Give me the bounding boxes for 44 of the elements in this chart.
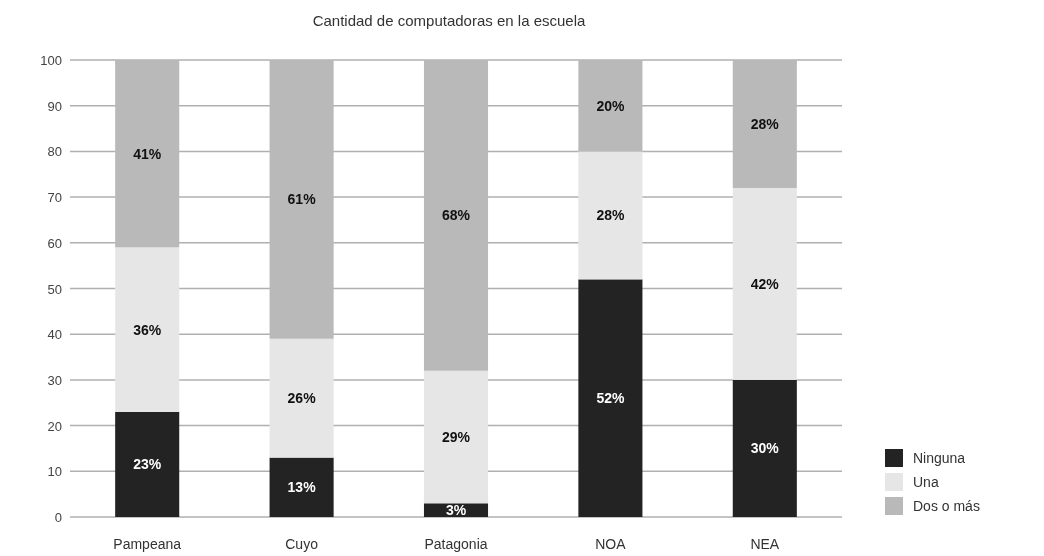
y-tick-label: 100: [40, 52, 62, 68]
legend-label: Ninguna: [913, 450, 966, 466]
data-label: 28%: [596, 207, 625, 224]
bar: [578, 151, 643, 280]
data-label: 13%: [287, 479, 317, 496]
chart-title: Cantidad de computadoras en la escuela: [312, 12, 586, 29]
data-label: 52%: [596, 390, 625, 407]
x-tick-label: Pampeana: [113, 536, 182, 552]
y-tick-label: 80: [47, 143, 62, 159]
x-tick-label: Patagonia: [424, 536, 488, 552]
bar: [269, 457, 334, 517]
y-tick-label: 20: [47, 418, 62, 434]
bar: [423, 370, 489, 504]
bar: [115, 247, 180, 412]
x-tick-label: Cuyo: [285, 536, 319, 552]
data-label: 68%: [441, 207, 471, 224]
y-tick-label: 40: [47, 326, 62, 342]
data-label: 61%: [287, 191, 317, 208]
legend-label: Una: [913, 474, 939, 490]
data-label: 3%: [445, 502, 467, 519]
y-tick-label: 50: [47, 281, 62, 296]
y-tick-label: 70: [47, 189, 62, 205]
y-tick-label: 30: [47, 372, 62, 388]
x-tick-label: NEA: [750, 536, 780, 552]
bar: [115, 411, 180, 517]
bar: [732, 187, 797, 380]
data-label: 29%: [441, 429, 471, 446]
y-tick-label: 0: [54, 509, 62, 525]
data-label: 23%: [133, 456, 162, 473]
y-tick-label: 90: [47, 98, 62, 114]
bar: [578, 279, 643, 517]
data-label: 26%: [287, 390, 317, 407]
bar: [732, 379, 797, 517]
data-label: 41%: [133, 145, 162, 162]
legend-label: Dos o más: [913, 498, 980, 514]
data-label: 30%: [750, 440, 780, 457]
data-label: 36%: [133, 321, 162, 338]
x-tick-label: NOA: [595, 536, 627, 552]
data-label: 28%: [750, 115, 780, 132]
data-label: 42%: [750, 275, 780, 292]
y-tick-label: 10: [47, 463, 62, 479]
y-tick-label: 60: [47, 235, 62, 251]
data-label: 20%: [596, 97, 625, 114]
bar: [269, 338, 334, 458]
